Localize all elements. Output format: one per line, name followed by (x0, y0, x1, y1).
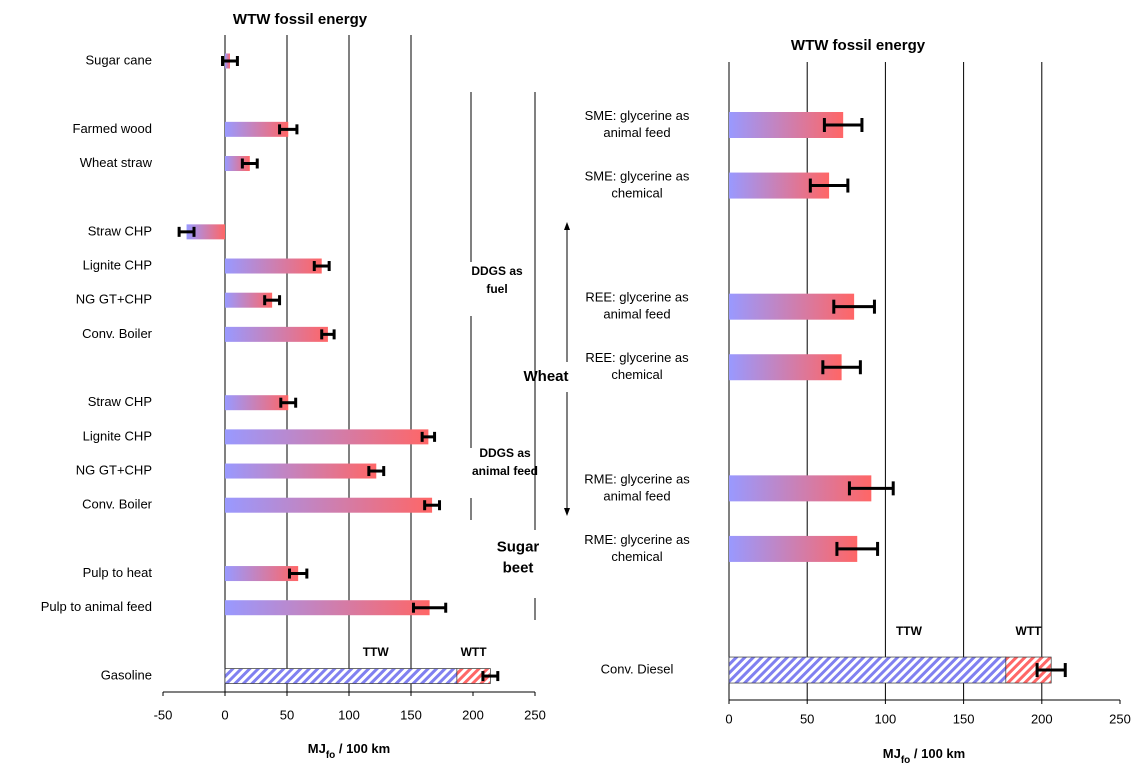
category-label: Lignite CHP (83, 428, 152, 443)
annotation: Sugar (497, 538, 540, 555)
bar (186, 224, 225, 240)
x-tick-label: 250 (524, 707, 546, 722)
category-label: NG GT+CHP (76, 462, 152, 477)
annotation: animal feed (472, 464, 538, 478)
error-bar (808, 178, 850, 193)
bar (225, 395, 289, 411)
chart-title: WTW fossil energy (233, 11, 368, 28)
error-bar (367, 466, 386, 477)
error-bar (420, 431, 437, 442)
error-bar (278, 124, 299, 135)
error-bar (287, 568, 309, 579)
annotation: beet (503, 559, 534, 576)
category-label: animal feed (603, 488, 670, 503)
category-label: Straw CHP (88, 394, 152, 409)
error-bar (177, 226, 196, 237)
error-bar (279, 397, 298, 408)
category-label: chemical (611, 367, 662, 382)
segment-label: WTT (1016, 624, 1043, 638)
error-bar (312, 261, 331, 272)
x-tick-label: 100 (338, 707, 360, 722)
annotation: fuel (486, 282, 507, 296)
annotation: DDGS as (479, 446, 531, 460)
category-label: Farmed wood (73, 121, 152, 136)
category-label: Wheat straw (80, 155, 153, 170)
category-label: Straw CHP (88, 223, 152, 238)
x-axis-label-part: MJ (883, 746, 901, 761)
category-label: SME: glycerine as (585, 168, 690, 183)
segment-label: TTW (363, 645, 390, 659)
bar (225, 429, 429, 445)
chart-title: WTW fossil energy (791, 37, 926, 54)
category-label: Conv. Boiler (82, 497, 153, 512)
error-bar (240, 158, 259, 169)
category-label: SME: glycerine as (585, 108, 690, 123)
x-axis-label: MJfo / 100 km (308, 741, 390, 761)
bar (225, 600, 430, 616)
error-bar (832, 299, 876, 314)
error-bar (847, 481, 895, 496)
x-tick-label: 100 (875, 711, 897, 726)
x-tick-label: 50 (800, 711, 814, 726)
x-tick-label: 50 (280, 707, 294, 722)
error-bar (1035, 663, 1067, 678)
category-label: Conv. Boiler (82, 326, 153, 341)
category-label: REE: glycerine as (585, 350, 689, 365)
annotation: DDGS as (471, 264, 523, 278)
category-label: Pulp to heat (83, 565, 153, 580)
bar (225, 326, 328, 342)
bar (225, 258, 322, 274)
category-label: RME: glycerine as (584, 471, 690, 486)
category-label: chemical (611, 549, 662, 564)
x-tick-label: 200 (462, 707, 484, 722)
segment-label: WTT (461, 645, 488, 659)
bar (225, 463, 377, 479)
x-axis-label-part: / 100 km (335, 741, 390, 756)
category-label: Gasoline (101, 667, 152, 682)
bar (728, 656, 1007, 684)
error-bar (423, 500, 442, 511)
x-axis-label-part: / 100 km (910, 746, 965, 761)
x-axis-label-part: fo (901, 755, 910, 765)
bar (225, 566, 299, 582)
category-label: REE: glycerine as (585, 290, 689, 305)
segment-label: TTW (896, 624, 923, 638)
error-bar (411, 602, 448, 613)
x-axis-label-part: fo (326, 750, 335, 761)
x-tick-label: -50 (154, 707, 173, 722)
category-label: NG GT+CHP (76, 292, 152, 307)
bar (225, 121, 289, 137)
bar (225, 292, 273, 308)
error-bar (263, 295, 282, 306)
x-tick-label: 250 (1109, 711, 1131, 726)
category-label: animal feed (603, 125, 670, 140)
category-label: animal feed (603, 307, 670, 322)
category-label: Conv. Diesel (601, 661, 674, 676)
error-bar (835, 541, 880, 556)
category-label: RME: glycerine as (584, 532, 690, 547)
x-tick-label: 0 (221, 707, 228, 722)
x-axis-label: MJfo / 100 km (883, 746, 965, 765)
error-bar (320, 329, 336, 340)
x-tick-label: 150 (400, 707, 422, 722)
x-tick-label: 0 (725, 711, 732, 726)
annotation: Wheat (524, 368, 569, 385)
error-bar (822, 118, 864, 132)
error-bar (821, 360, 862, 375)
x-tick-label: 150 (953, 711, 975, 726)
category-label: Lignite CHP (83, 257, 152, 272)
error-bar (221, 56, 239, 66)
error-bar (481, 671, 500, 682)
category-label: chemical (611, 185, 662, 200)
category-label: Pulp to animal feed (41, 599, 152, 614)
category-label: Sugar cane (86, 52, 153, 67)
bar (729, 475, 872, 502)
x-tick-label: 200 (1031, 711, 1053, 726)
bar (225, 497, 433, 513)
x-axis-label-part: MJ (308, 741, 326, 756)
bar (224, 668, 458, 684)
